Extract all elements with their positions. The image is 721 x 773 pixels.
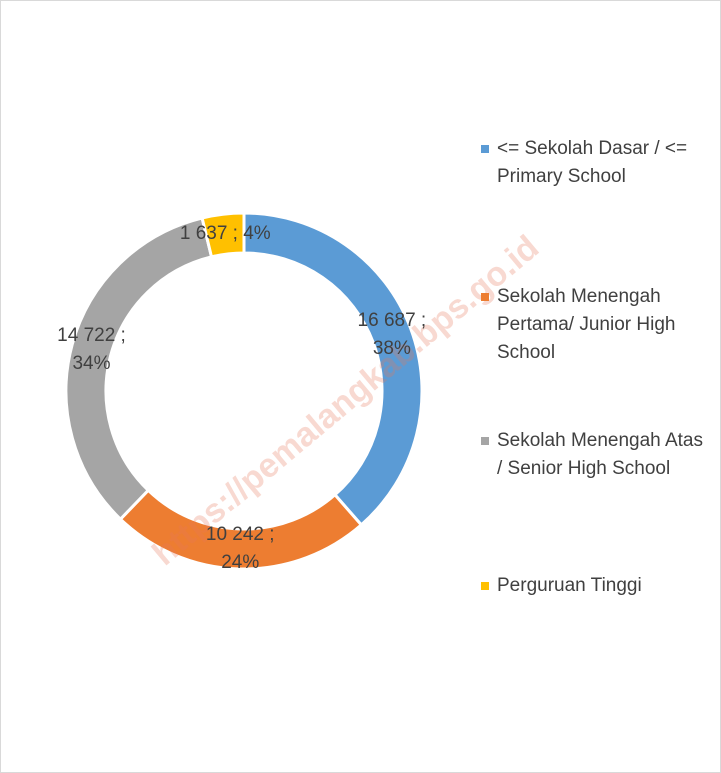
legend-swatch: [481, 582, 489, 590]
data-label: 14 722 ; 34%: [57, 324, 126, 374]
legend-label: Perguruan Tinggi: [497, 575, 642, 596]
legend-label: <= Sekolah Dasar / <= Primary School: [497, 138, 688, 187]
legend-label: Sekolah Menengah Atas / Senior High Scho…: [497, 430, 703, 479]
legend-entry: Sekolah Menengah Pertama/ Junior High Sc…: [481, 283, 711, 367]
donut-segment: [200, 211, 246, 259]
legend-entry: Sekolah Menengah Atas / Senior High Scho…: [481, 427, 711, 483]
legend-entry: Perguruan Tinggi: [481, 572, 711, 600]
legend-swatch: [481, 437, 489, 445]
data-label: 10 242 ; 24%: [205, 523, 275, 573]
legend-swatch: [481, 145, 489, 153]
legend-entry: <= Sekolah Dasar / <= Primary School: [481, 135, 711, 191]
data-label: 1 637 ; 4%: [179, 223, 271, 245]
legend-swatch: [481, 293, 489, 301]
legend-label: Sekolah Menengah Pertama/ Junior High Sc…: [497, 286, 676, 363]
data-label: 16 687 ; 38%: [357, 310, 427, 360]
